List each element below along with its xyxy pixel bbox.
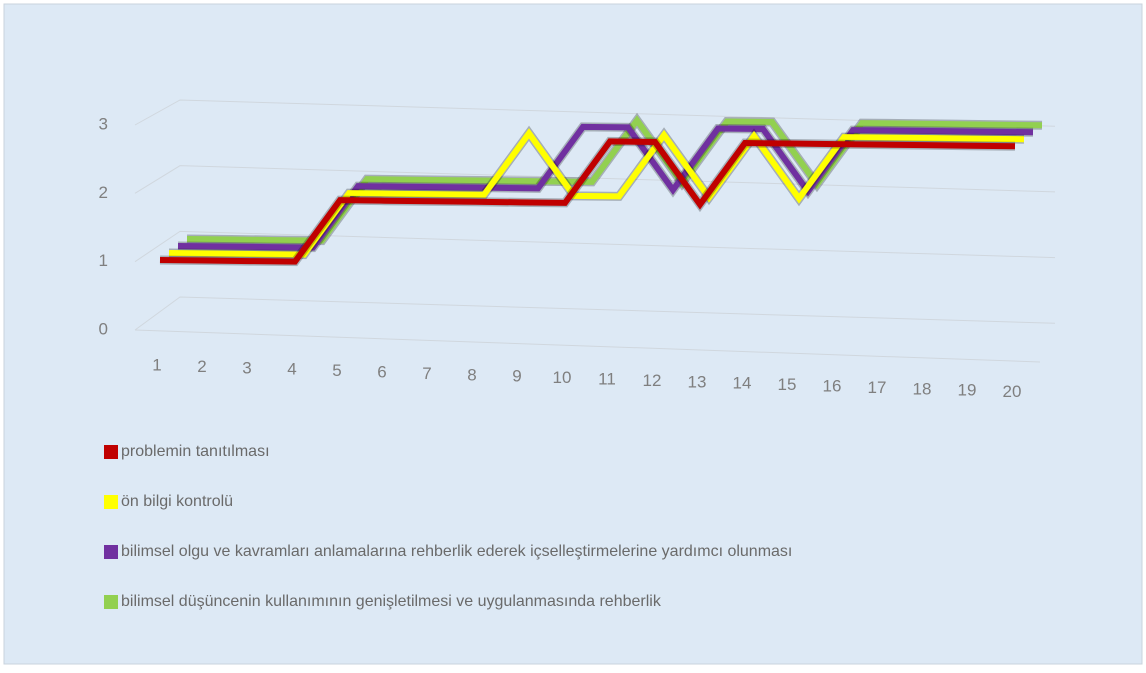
series-line — [168, 128, 1025, 258]
x-tick-label: 15 — [778, 375, 797, 394]
grid-line — [134, 165, 1056, 194]
legend-label: problemin tanıtılması — [121, 443, 270, 460]
floor-edge — [134, 329, 1041, 363]
grid-line — [134, 99, 1056, 127]
x-tick-label: 18 — [913, 379, 932, 398]
x-tick-label: 4 — [287, 360, 296, 379]
x-tick-label: 12 — [643, 371, 662, 390]
series-line — [186, 115, 1043, 244]
x-tick-label: 8 — [467, 365, 476, 384]
x-tick-label: 16 — [823, 376, 842, 395]
legend-swatch — [104, 545, 118, 559]
x-tick-label: 3 — [242, 358, 251, 377]
x-tick-label: 11 — [598, 369, 616, 388]
y-tick-label: 0 — [99, 319, 108, 338]
y-tick-label: 2 — [99, 183, 108, 202]
legend-swatch — [104, 495, 118, 509]
legend-label: ön bilgi kontrolü — [121, 493, 233, 510]
legend-label: bilimsel düşüncenin kullanımının genişle… — [121, 593, 662, 610]
x-tick-label: 14 — [733, 374, 752, 393]
legend-swatch — [104, 445, 118, 459]
x-tick-label: 19 — [958, 381, 977, 400]
x-tick-label: 6 — [377, 362, 386, 381]
y-tick-label: 1 — [99, 251, 108, 270]
x-tick-label: 20 — [1003, 382, 1022, 401]
x-tick-label: 5 — [332, 361, 341, 380]
x-tick-label: 13 — [688, 372, 707, 391]
chart-background — [3, 3, 1143, 665]
x-tick-label: 2 — [197, 357, 206, 376]
series-line — [159, 138, 1016, 265]
x-tick-label: 10 — [553, 368, 572, 387]
x-tick-label: 9 — [512, 367, 521, 386]
y-tick-label: 3 — [99, 114, 108, 133]
legend-label: bilimsel olgu ve kavramları anlamalarına… — [121, 543, 792, 560]
legend-swatch — [104, 595, 118, 609]
grid-line — [134, 230, 1056, 263]
x-tick-label: 1 — [152, 355, 161, 374]
series-line — [177, 123, 1034, 251]
x-tick-label: 17 — [868, 378, 887, 397]
grid-line — [134, 296, 1056, 331]
x-tick-label: 7 — [422, 364, 431, 383]
